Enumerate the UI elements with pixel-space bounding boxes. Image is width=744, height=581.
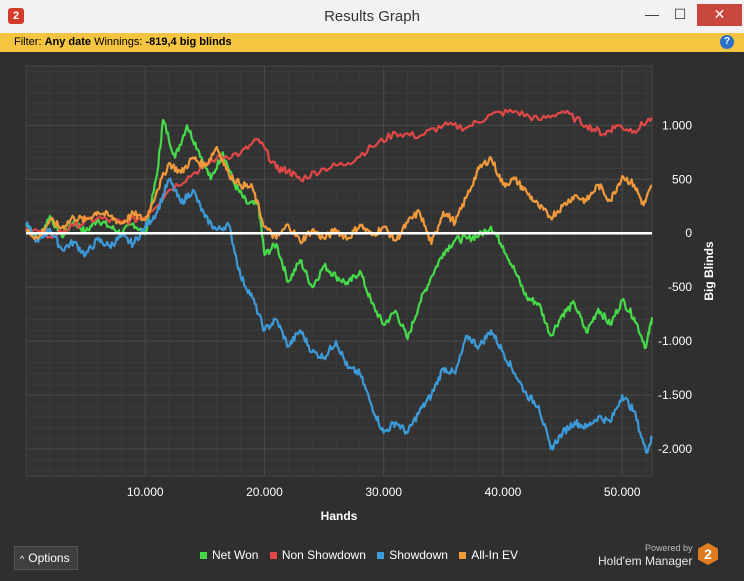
legend-label: Showdown: [389, 548, 448, 562]
bottom-bar: ^ Options Net Won Non Showdown Showdown A…: [0, 540, 744, 581]
series-line-net-won: [25, 118, 654, 350]
brand-name: Hold'em Manager: [598, 554, 693, 568]
legend-swatch: [459, 552, 467, 560]
legend-swatch: [200, 552, 207, 560]
chevron-up-icon: ^: [20, 554, 25, 564]
y-tick-label: 1.000: [662, 118, 692, 132]
help-icon[interactable]: ?: [720, 35, 734, 49]
x-tick-label: 10.000: [127, 485, 164, 499]
winnings-label: Winnings:: [94, 36, 143, 48]
title-bar[interactable]: 2 Results Graph — ☐ ✕: [0, 0, 744, 34]
chart-legend: Net Won Non Showdown Showdown All-In EV: [200, 548, 526, 562]
plot-area: [25, 65, 653, 477]
powered-by-text: Powered by: [645, 543, 693, 553]
y-tick-label: 0: [685, 226, 692, 240]
y-tick-label: -1.000: [658, 334, 692, 348]
options-label: Options: [28, 551, 70, 565]
filter-bar[interactable]: Filter: Any date Winnings: -819,4 big bl…: [0, 33, 744, 53]
series-line-showdown: [25, 177, 654, 454]
y-axis-title: Big Blinds: [702, 241, 716, 301]
y-tick-label: -500: [668, 280, 692, 294]
legend-item-non-showdown: Non Showdown: [269, 548, 366, 562]
legend-item-all-in-ev: All-In EV: [459, 548, 518, 562]
y-tick-label: -1.500: [658, 388, 692, 402]
legend-label: Non Showdown: [281, 548, 366, 562]
legend-swatch: [377, 552, 385, 560]
x-tick-label: 40.000: [485, 485, 522, 499]
x-tick-label: 30.000: [365, 485, 402, 499]
legend-item-showdown: Showdown: [377, 548, 448, 562]
filter-label: Filter:: [14, 36, 42, 48]
options-button[interactable]: ^ Options: [14, 546, 78, 570]
minimize-button[interactable]: —: [645, 6, 659, 22]
brand-logo: 2: [698, 543, 718, 565]
results-chart: 10.000 20.000 30.000 40.000 50.000 1.000 500 0 -…: [0, 52, 744, 540]
x-tick-label: 20.000: [246, 485, 283, 499]
filter-value: Any date: [44, 36, 92, 48]
app-icon: 2: [8, 8, 24, 24]
filter-text: Filter: Any date Winnings: -819,4 big bl…: [14, 36, 232, 48]
winnings-value: -819,4 big blinds: [145, 36, 232, 48]
maximize-button[interactable]: ☐: [673, 6, 687, 22]
window-title: Results Graph: [324, 8, 420, 25]
legend-swatch: [269, 552, 277, 560]
close-button[interactable]: ✕: [697, 4, 742, 26]
x-tick-label: 50.000: [604, 485, 641, 499]
grid-lines: [26, 66, 652, 476]
legend-label: Net Won: [212, 548, 259, 562]
x-axis-title: Hands: [321, 509, 358, 523]
legend-label: All-In EV: [471, 548, 518, 562]
y-tick-label: 500: [672, 172, 692, 186]
series-layer: [25, 108, 654, 454]
legend-item-net-won: Net Won: [200, 548, 258, 562]
tick-labels: 10.000 20.000 30.000 40.000 50.000 1.000 500 0 -…: [127, 118, 692, 499]
y-tick-label: -2.000: [658, 442, 692, 456]
